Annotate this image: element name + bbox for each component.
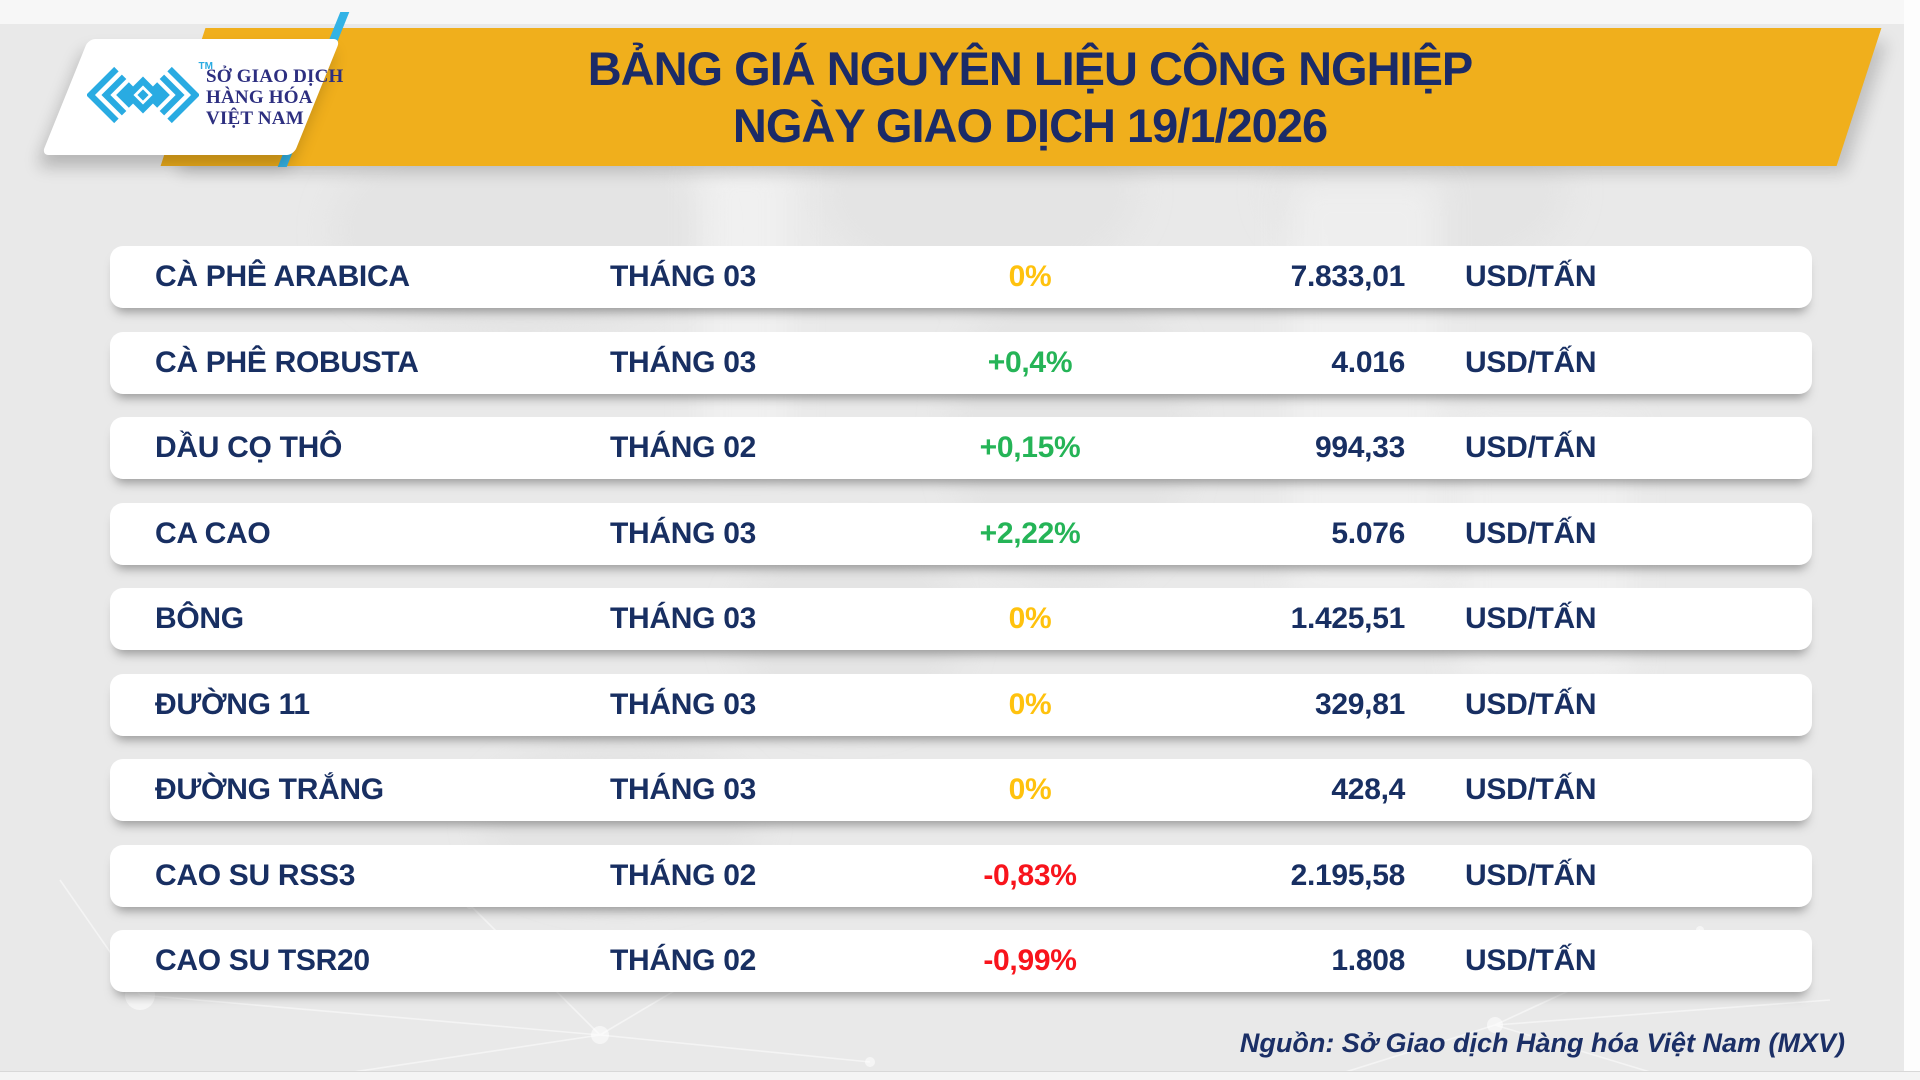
- price-value: 2.195,58: [1290, 858, 1406, 892]
- price-unit: USD/TẤN: [1465, 858, 1597, 892]
- logo-org-line3: VIỆT NAM: [206, 107, 304, 129]
- price-value: 428,4: [1331, 773, 1405, 806]
- change-percent: -0,99%: [983, 944, 1077, 977]
- table-row: CA CAO THÁNG 03 +2,22% 5.076 USD/TẤN: [110, 502, 1812, 565]
- source-credit: Nguồn: Sở Giao dịch Hàng hóa Việt Nam (M…: [1239, 1028, 1845, 1058]
- price-unit: USD/TẤN: [1465, 260, 1597, 293]
- change-percent: 0%: [1008, 773, 1052, 806]
- price-unit: USD/TẤN: [1465, 516, 1597, 550]
- mxv-logo-box: TM SỞ GIAO DỊCH HÀNG HÓA VIỆT NAM: [41, 39, 344, 155]
- logo-org-name: SỞ GIAO DỊCH HÀNG HÓA VIỆT NAM: [206, 66, 344, 129]
- price-value: 7.833,01: [1290, 260, 1406, 293]
- table-row: BÔNG THÁNG 03 0% 1.425,51 USD/TẤN: [110, 588, 1812, 650]
- change-percent: +0,15%: [979, 431, 1081, 464]
- price-unit: USD/TẤN: [1465, 431, 1597, 464]
- mxv-logo: TM SỞ GIAO DỊCH HÀNG HÓA VIỆT NAM: [65, 39, 344, 155]
- table-row: CÀ PHÊ ARABICA THÁNG 03 0% 7.833,01 USD/…: [110, 246, 1812, 308]
- table-row: DẦU CỌ THÔ THÁNG 02 +0,15% 994,33 USD/TẤ…: [110, 417, 1812, 479]
- price-unit: USD/TẤN: [1465, 773, 1597, 806]
- price-value: 5.076: [1331, 516, 1405, 550]
- change-percent: +0,4%: [987, 345, 1073, 379]
- price-unit: USD/TẤN: [1465, 602, 1597, 635]
- contract-month: THÁNG 02: [610, 431, 756, 464]
- change-percent: 0%: [1008, 260, 1052, 293]
- commodity-name: CÀ PHÊ ARABICA: [155, 260, 410, 293]
- contract-month: THÁNG 03: [610, 345, 756, 379]
- price-value: 329,81: [1315, 687, 1405, 721]
- contract-month: THÁNG 02: [610, 858, 756, 892]
- page-title-line2: NGÀY GIAO DỊCH 19/1/2026: [732, 99, 1328, 152]
- page-title-line1: BẢNG GIÁ NGUYÊN LIỆU CÔNG NGHIỆP: [587, 42, 1474, 95]
- contract-month: THÁNG 03: [610, 773, 756, 806]
- contract-month: THÁNG 03: [610, 602, 756, 635]
- logo-org-line1: SỞ GIAO DỊCH: [206, 65, 344, 87]
- price-unit: USD/TẤN: [1465, 944, 1597, 977]
- page-title: BẢNG GIÁ NGUYÊN LIỆU CÔNG NGHIỆP NGÀY GI…: [370, 40, 1690, 154]
- price-unit: USD/TẤN: [1465, 687, 1597, 721]
- price-value: 1.808: [1331, 944, 1405, 977]
- change-percent: -0,83%: [983, 858, 1077, 892]
- contract-month: THÁNG 03: [610, 260, 756, 293]
- change-percent: 0%: [1008, 687, 1052, 721]
- commodity-name: BÔNG: [155, 602, 244, 635]
- price-value: 994,33: [1315, 431, 1405, 464]
- commodity-name: CÀ PHÊ ROBUSTA: [155, 345, 419, 379]
- contract-month: THÁNG 03: [610, 687, 756, 721]
- commodity-name: ĐƯỜNG TRẮNG: [155, 773, 384, 806]
- price-value: 4.016: [1331, 345, 1405, 379]
- table-row: CAO SU RSS3 THÁNG 02 -0,83% 2.195,58 USD…: [110, 844, 1812, 907]
- right-frame: [1904, 0, 1920, 1080]
- table-row: ĐƯỜNG 11 THÁNG 03 0% 329,81 USD/TẤN: [110, 673, 1812, 736]
- contract-month: THÁNG 03: [610, 516, 756, 550]
- price-value: 1.425,51: [1290, 602, 1406, 635]
- commodity-name: DẦU CỌ THÔ: [155, 431, 342, 464]
- commodity-name: CAO SU RSS3: [155, 858, 356, 892]
- commodity-name: CAO SU TSR20: [155, 944, 370, 977]
- contract-month: THÁNG 02: [610, 944, 756, 977]
- price-unit: USD/TẤN: [1465, 345, 1597, 379]
- table-row: CAO SU TSR20 THÁNG 02 -0,99% 1.808 USD/T…: [110, 930, 1812, 992]
- commodity-name: ĐƯỜNG 11: [155, 687, 310, 721]
- change-percent: +2,22%: [979, 516, 1081, 550]
- trademark-label: TM: [198, 60, 213, 72]
- logo-org-line2: HÀNG HÓA: [206, 86, 313, 108]
- table-row: CÀ PHÊ ROBUSTA THÁNG 03 +0,4% 4.016 USD/…: [110, 331, 1812, 394]
- top-frame: [0, 0, 1920, 24]
- mxv-logo-icon: TM: [86, 61, 213, 130]
- change-percent: 0%: [1008, 602, 1052, 635]
- bottom-frame: [0, 1071, 1920, 1080]
- table-row: ĐƯỜNG TRẮNG THÁNG 03 0% 428,4 USD/TẤN: [110, 759, 1812, 821]
- commodity-name: CA CAO: [155, 516, 271, 550]
